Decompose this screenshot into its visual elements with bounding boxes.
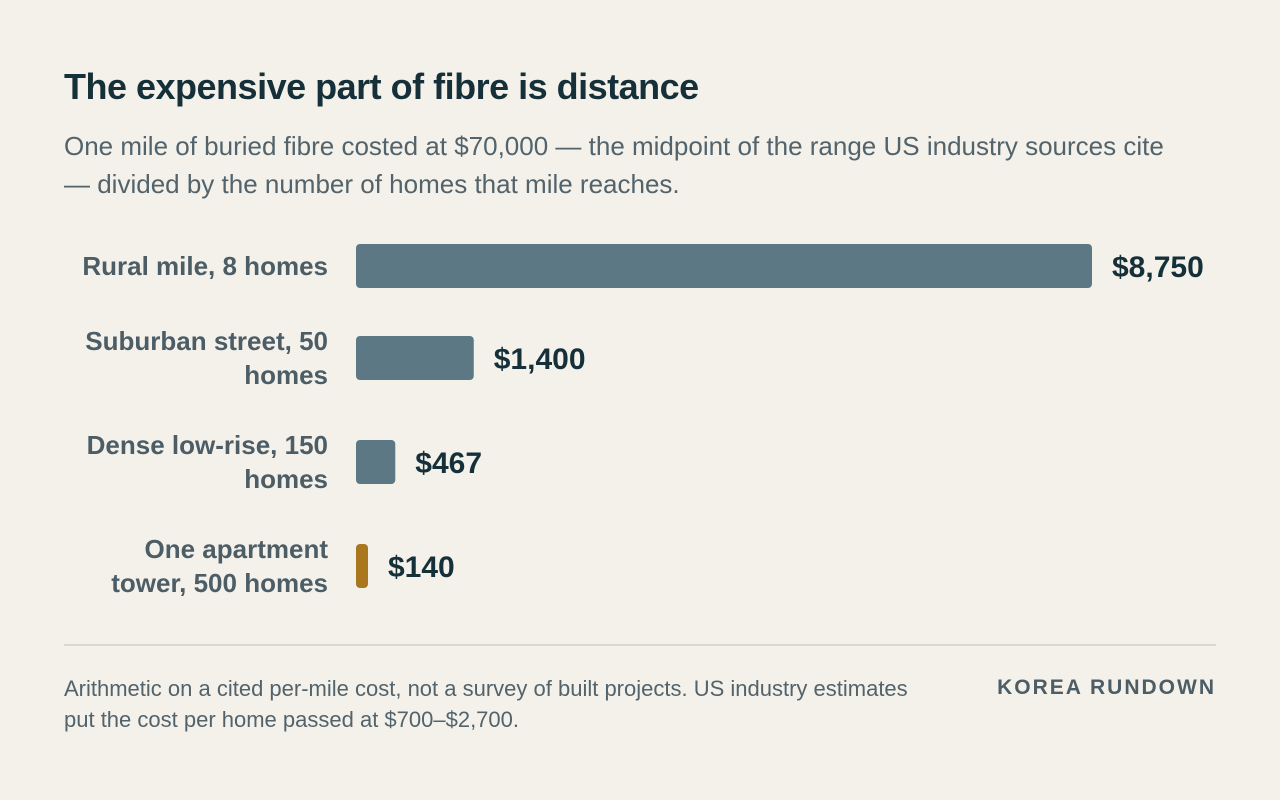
category-label: Dense low-rise, 150 homes [87, 430, 328, 494]
bar [356, 244, 1092, 288]
category-label: One apartment tower, 500 homes [111, 534, 328, 598]
value-label: $467 [415, 447, 482, 480]
chart-page: The expensive part of fibre is distance … [64, 0, 1216, 800]
category-label-line: homes [244, 464, 328, 494]
value-label: $8,750 [1112, 251, 1204, 284]
category-label-line: Rural mile, 8 homes [82, 251, 328, 281]
value-label: $140 [388, 551, 455, 584]
bar [356, 544, 368, 588]
chart-title: The expensive part of fibre is distance [64, 66, 699, 107]
brand-wordmark: KOREA RUNDOWN [997, 676, 1216, 699]
category-label: Suburban street, 50 homes [85, 326, 328, 390]
chart-subtitle: One mile of buried fibre costed at $70,0… [64, 131, 1164, 199]
value-label: $1,400 [494, 343, 586, 376]
bar [356, 336, 474, 380]
category-label-line: Suburban street, 50 [85, 326, 328, 356]
category-label-line: tower, 500 homes [111, 568, 328, 598]
bar [356, 440, 396, 484]
footer-divider [64, 644, 1216, 646]
category-label-line: Dense low-rise, 150 [87, 430, 328, 460]
category-label: Rural mile, 8 homes [82, 251, 328, 281]
bar-chart: Rural mile, 8 homes $8,750 Suburban street… [64, 230, 1216, 610]
footnote: Arithmetic on a cited per-mile cost, not… [64, 676, 908, 732]
bar-chart-svg: Rural mile, 8 homes $8,750 Suburban street… [82, 244, 1204, 598]
category-label-line: One apartment [145, 534, 329, 564]
category-label-line: homes [244, 360, 328, 390]
